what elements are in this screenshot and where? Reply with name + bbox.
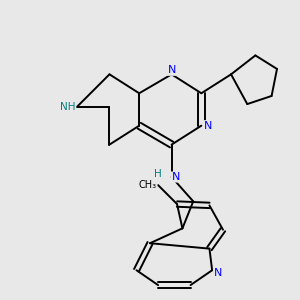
Text: N: N <box>204 121 212 131</box>
Text: N: N <box>172 172 180 182</box>
Text: N: N <box>167 65 176 75</box>
Text: NH: NH <box>60 102 76 112</box>
Text: CH₃: CH₃ <box>139 180 157 190</box>
Text: H: H <box>154 169 162 179</box>
Text: N: N <box>214 268 222 278</box>
